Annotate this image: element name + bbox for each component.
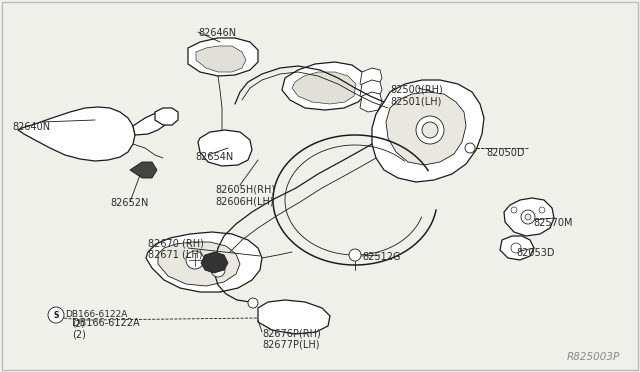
Polygon shape	[133, 110, 170, 135]
Text: DB166-6122A: DB166-6122A	[65, 310, 127, 319]
Circle shape	[422, 122, 438, 138]
Polygon shape	[130, 162, 157, 178]
Polygon shape	[360, 68, 382, 88]
Circle shape	[48, 307, 64, 323]
Circle shape	[349, 249, 361, 261]
Text: 82652N: 82652N	[110, 198, 148, 208]
Circle shape	[416, 116, 444, 144]
Polygon shape	[198, 130, 252, 166]
Polygon shape	[360, 92, 382, 112]
Circle shape	[248, 298, 258, 308]
Circle shape	[465, 143, 475, 153]
Polygon shape	[360, 80, 382, 100]
Text: (2): (2)	[72, 320, 84, 329]
Circle shape	[511, 243, 521, 253]
Text: 82670 (RH)
82671 (LH): 82670 (RH) 82671 (LH)	[148, 238, 204, 260]
Circle shape	[186, 251, 204, 269]
Circle shape	[521, 210, 535, 224]
Text: 82512G: 82512G	[362, 252, 401, 262]
Polygon shape	[201, 252, 228, 273]
Text: 82654N: 82654N	[195, 152, 233, 162]
Circle shape	[525, 214, 531, 220]
Polygon shape	[155, 108, 178, 125]
Polygon shape	[386, 92, 466, 165]
Text: 82053D: 82053D	[516, 248, 554, 258]
Text: 82050D: 82050D	[486, 148, 525, 158]
Polygon shape	[258, 300, 330, 334]
Text: R825003P: R825003P	[567, 352, 620, 362]
Polygon shape	[500, 236, 534, 260]
Polygon shape	[372, 80, 484, 182]
Polygon shape	[188, 38, 258, 76]
Polygon shape	[196, 46, 246, 72]
Text: 82570M: 82570M	[533, 218, 573, 228]
Circle shape	[539, 207, 545, 213]
Polygon shape	[146, 232, 262, 292]
Polygon shape	[504, 198, 554, 236]
Polygon shape	[282, 62, 368, 110]
Text: 82646N: 82646N	[198, 28, 236, 38]
Text: DB166-6122A
(2): DB166-6122A (2)	[72, 318, 140, 340]
Polygon shape	[292, 72, 356, 104]
Text: 82676P(RH)
82677P(LH): 82676P(RH) 82677P(LH)	[262, 328, 321, 350]
Text: 82605H(RH)
82606H(LH): 82605H(RH) 82606H(LH)	[215, 185, 275, 206]
Circle shape	[211, 263, 225, 277]
Text: 82640N: 82640N	[12, 122, 50, 132]
Polygon shape	[18, 107, 135, 161]
Text: S: S	[53, 311, 59, 320]
Text: 82500(RH)
82501(LH): 82500(RH) 82501(LH)	[390, 85, 443, 107]
Circle shape	[511, 207, 517, 213]
Polygon shape	[158, 242, 240, 286]
